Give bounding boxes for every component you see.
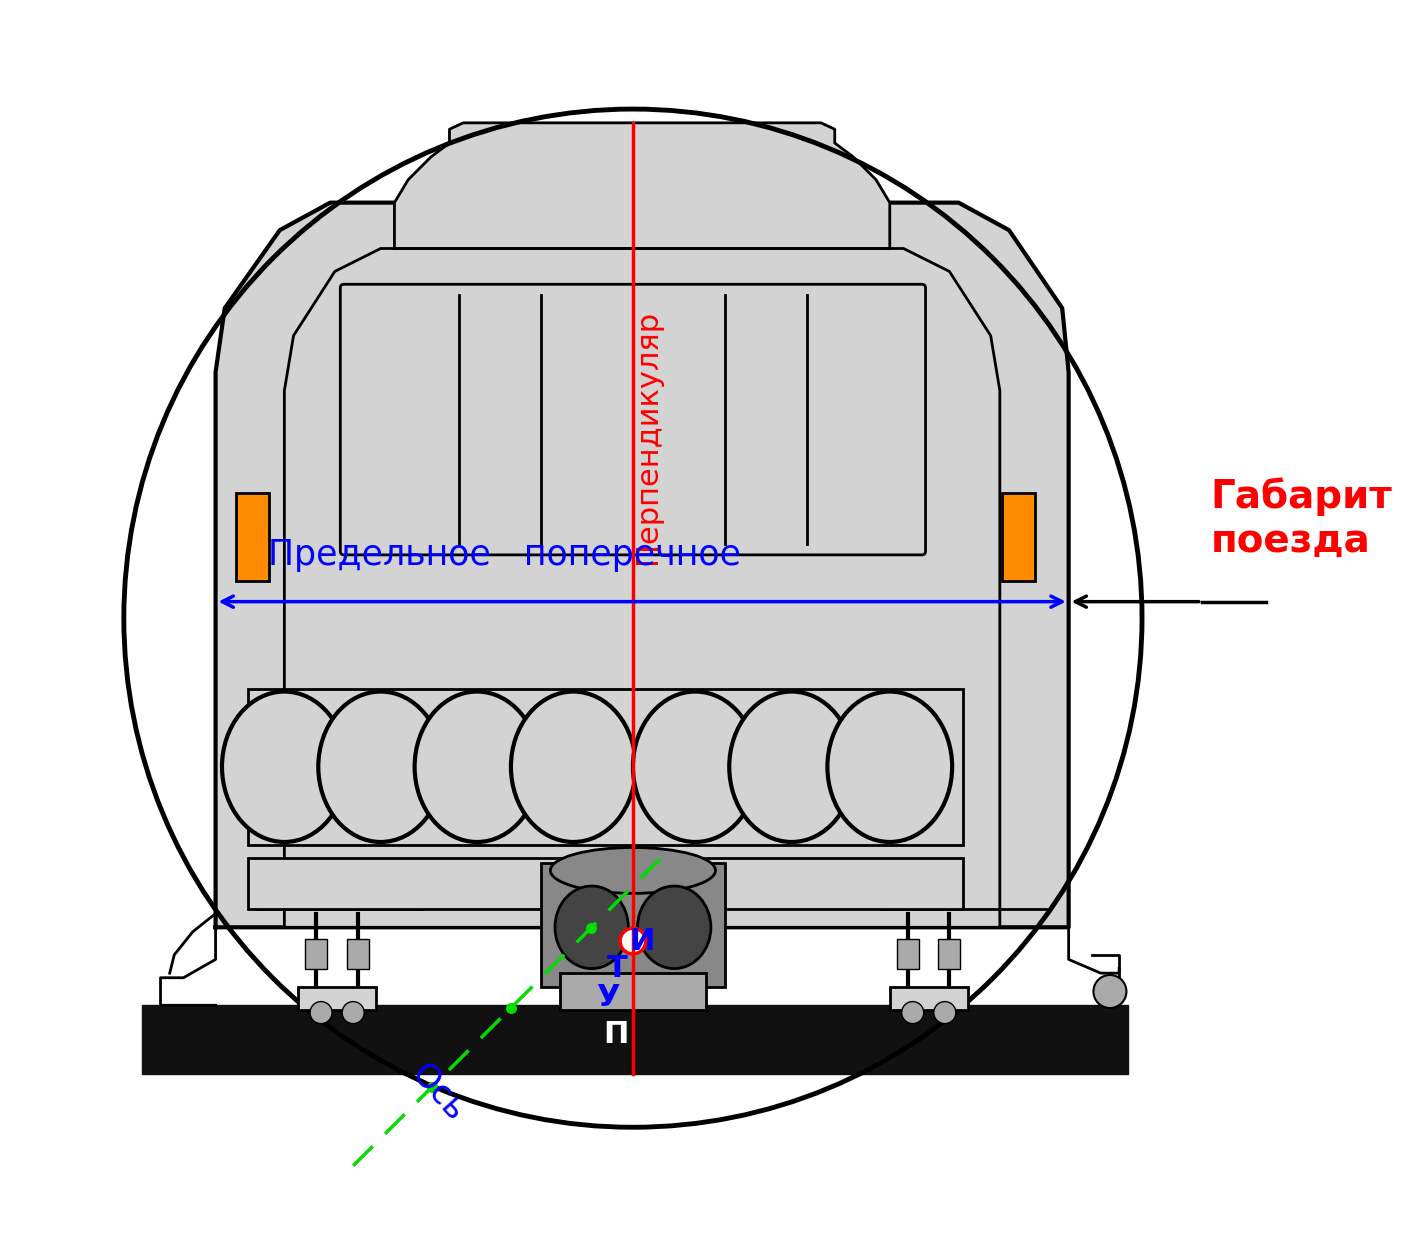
Circle shape	[1093, 975, 1126, 1008]
Polygon shape	[216, 202, 1069, 928]
Bar	[939, 939, 961, 968]
Circle shape	[342, 1002, 364, 1023]
Ellipse shape	[511, 692, 636, 842]
Circle shape	[902, 1002, 923, 1023]
Bar	[559, 973, 706, 1009]
Polygon shape	[395, 123, 890, 248]
Text: У: У	[597, 983, 619, 1012]
Polygon shape	[284, 248, 1000, 928]
Circle shape	[621, 929, 646, 954]
Bar	[346, 939, 368, 968]
Bar	[142, 1006, 1128, 1074]
Bar	[890, 987, 968, 1009]
Bar	[235, 494, 269, 582]
Bar	[298, 987, 375, 1009]
Text: Габарит
поезда: Габарит поезда	[1210, 477, 1393, 560]
Bar	[541, 863, 724, 987]
Bar	[305, 939, 328, 968]
Ellipse shape	[318, 692, 443, 842]
Text: Ось: Ось	[403, 1058, 471, 1127]
Bar	[248, 688, 962, 844]
Text: И: И	[629, 926, 654, 956]
Ellipse shape	[551, 847, 716, 893]
Circle shape	[310, 1002, 332, 1023]
Ellipse shape	[221, 692, 346, 842]
Bar	[897, 939, 919, 968]
Text: Предельное   поперечное: Предельное поперечное	[268, 538, 741, 573]
Circle shape	[934, 1002, 955, 1023]
Ellipse shape	[633, 692, 758, 842]
FancyBboxPatch shape	[340, 284, 926, 554]
Text: Перпендикуляр: Перпендикуляр	[633, 310, 661, 564]
Ellipse shape	[730, 692, 855, 842]
Bar	[1002, 494, 1035, 582]
Ellipse shape	[637, 887, 710, 968]
Bar	[248, 858, 962, 909]
Text: Т: Т	[607, 954, 628, 983]
Ellipse shape	[415, 692, 539, 842]
Ellipse shape	[828, 692, 953, 842]
Text: П: П	[604, 1021, 629, 1049]
Ellipse shape	[555, 887, 628, 968]
